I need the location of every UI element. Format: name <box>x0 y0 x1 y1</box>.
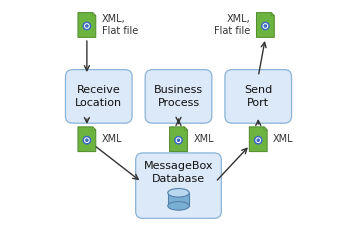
Text: XML: XML <box>102 134 122 144</box>
Circle shape <box>177 139 180 141</box>
Ellipse shape <box>168 202 189 210</box>
Circle shape <box>256 138 260 142</box>
Circle shape <box>257 139 259 141</box>
Text: MessageBox
Database: MessageBox Database <box>144 161 213 184</box>
Text: Send
Port: Send Port <box>244 85 272 108</box>
FancyBboxPatch shape <box>65 70 132 123</box>
Circle shape <box>85 24 89 28</box>
Polygon shape <box>271 13 274 16</box>
FancyBboxPatch shape <box>136 153 221 218</box>
FancyBboxPatch shape <box>145 70 212 123</box>
Circle shape <box>83 22 91 30</box>
Text: XML: XML <box>193 134 214 144</box>
Polygon shape <box>264 127 267 130</box>
Polygon shape <box>168 193 189 206</box>
Circle shape <box>86 25 88 27</box>
Polygon shape <box>78 13 96 37</box>
Circle shape <box>83 137 91 144</box>
Circle shape <box>175 137 182 144</box>
Circle shape <box>85 138 89 142</box>
Circle shape <box>255 137 262 144</box>
Polygon shape <box>93 127 96 130</box>
Text: Business
Process: Business Process <box>154 85 203 108</box>
Text: Receive
Location: Receive Location <box>75 85 122 108</box>
Text: XML,
Flat file: XML, Flat file <box>214 14 251 36</box>
Text: XML: XML <box>273 134 294 144</box>
Polygon shape <box>93 13 96 16</box>
Circle shape <box>264 25 266 27</box>
Circle shape <box>262 22 269 30</box>
Polygon shape <box>170 127 187 152</box>
Circle shape <box>176 138 181 142</box>
Text: XML,
Flat file: XML, Flat file <box>102 14 138 36</box>
Polygon shape <box>78 127 96 152</box>
Ellipse shape <box>168 188 189 197</box>
FancyBboxPatch shape <box>225 70 292 123</box>
Circle shape <box>86 139 88 141</box>
Circle shape <box>263 24 267 28</box>
Polygon shape <box>249 127 267 152</box>
Polygon shape <box>184 127 187 130</box>
Polygon shape <box>256 13 274 37</box>
